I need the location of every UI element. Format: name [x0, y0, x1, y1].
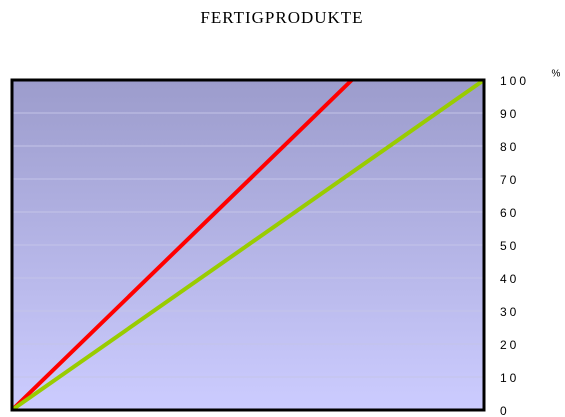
y-tick-label: 80: [500, 140, 519, 154]
y-tick-label: 20: [500, 338, 519, 352]
y-tick-label: 90: [500, 107, 519, 121]
y-tick-label: 0: [500, 404, 510, 417]
y-tick-label: 40: [500, 272, 519, 286]
plot-border: [10, 78, 486, 412]
chart-title: FERTIGPRODUKTE: [200, 8, 363, 27]
y-tick-label: 70: [500, 173, 519, 187]
y-tick-label: 100: [500, 74, 529, 88]
y-axis-label: %: [552, 69, 561, 80]
y-tick-label: 10: [500, 371, 519, 385]
data-line: [10, 78, 354, 412]
y-tick-label: 50: [500, 239, 519, 253]
data-line: [10, 78, 486, 412]
y-tick-label: 60: [500, 206, 519, 220]
y-tick-label: 30: [500, 305, 519, 319]
